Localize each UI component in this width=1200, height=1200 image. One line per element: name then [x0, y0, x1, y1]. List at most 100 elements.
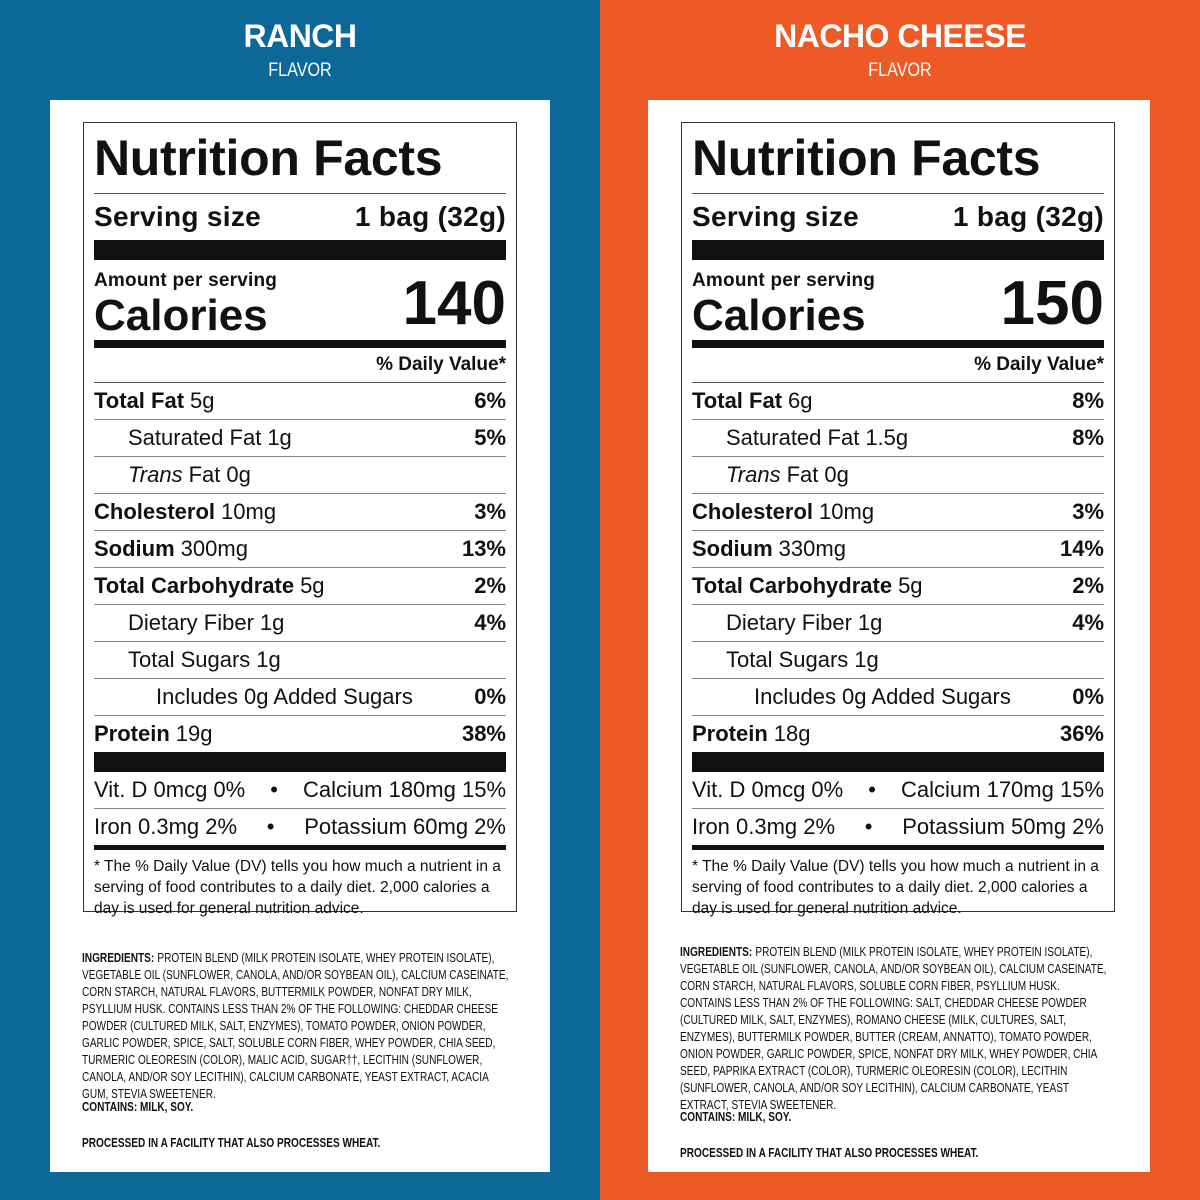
nutrient-row: Includes 0g Added Sugars 0% [94, 679, 506, 716]
nutrient-name: Total Fat [94, 388, 185, 413]
flavor-subtitle: FLAVOR [868, 60, 932, 81]
nutrient-row: Trans Fat 0g [94, 457, 506, 494]
serving-value: 1 bag (32g) [952, 201, 1104, 232]
amount-per-serving: Amount per serving [692, 270, 876, 291]
nutrient-name: Fat [786, 462, 819, 487]
nutrient-amount: 300mg [180, 536, 248, 561]
vitamin: Potassium 60mg 2% [304, 814, 506, 839]
nutrient-name-amount: Includes 0g Added Sugars [156, 679, 413, 715]
nutrient-dv: 8% [1072, 425, 1104, 450]
nutrient-row: Protein 19g 38% [94, 716, 506, 752]
nutrient-name: Dietary Fiber [128, 610, 254, 635]
ingredients-label: INGREDIENTS: [82, 951, 155, 965]
nutrient-name: Sodium [692, 536, 773, 561]
nutrient-amount: 5g [898, 573, 923, 598]
nutrient-row: Includes 0g Added Sugars 0% [692, 679, 1104, 716]
separator: • [868, 777, 876, 802]
nutrient-amount: 18g [773, 721, 811, 746]
nutrient-row: Sodium 300mg 13% [94, 531, 506, 568]
nutrient-name: Total Fat [692, 388, 783, 413]
flavor-name: RANCH [243, 18, 357, 54]
nutrient-name: Protein [94, 721, 170, 746]
nutrition-label: Nutrition Facts Serving size 1 bag (32g) Am… [83, 122, 517, 917]
calories-value: 140 [402, 269, 506, 338]
serving-value: 1 bag (32g) [354, 201, 506, 232]
serving-label: Serving size [94, 201, 262, 232]
nutrient-dv: 2% [1072, 573, 1104, 598]
serving-size: Serving size 1 bag (32g) [94, 194, 506, 240]
flavor-panel: NACHO CHEESE FLAVOR Nutrition Facts Serving… [600, 0, 1200, 1200]
medium-rule [692, 340, 1104, 348]
nutrient-name: Includes 0g Added Sugars [754, 684, 1011, 709]
nutrient-row: Dietary Fiber 1g 4% [94, 605, 506, 642]
nutrient-row: Saturated Fat 1.5g 8% [692, 420, 1104, 457]
serving-size: Serving size 1 bag (32g) [692, 194, 1104, 240]
nutrient-name-amount: Trans Fat 0g [128, 457, 251, 493]
nutrient-name-amount: Total Sugars 1g [726, 642, 879, 678]
nutrient-name: Protein [692, 721, 768, 746]
nutrient-name-amount: Total Fat 6g [692, 383, 813, 419]
nutrient-name: Dietary Fiber [726, 610, 852, 635]
nutrient-dv: 0% [474, 684, 506, 709]
nutrient-amount: 1g [857, 610, 883, 635]
nutrient-amount: 1.5g [865, 425, 909, 450]
nutrient-amount: 10mg [221, 499, 277, 524]
nutrient-name-amount: Protein 19g [94, 716, 213, 752]
allergens: CONTAINS: MILK, SOY. [680, 1110, 792, 1124]
nutrient-row: Trans Fat 0g [692, 457, 1104, 494]
nutrient-dv: 36% [1059, 721, 1104, 746]
nutrient-name-amount: Dietary Fiber 1g [128, 605, 284, 641]
nutrient-dv: 8% [1072, 388, 1104, 413]
vitamin: Vit. D 0mcg 0% [94, 777, 246, 802]
nutrient-row: Cholesterol 10mg 3% [692, 494, 1104, 531]
thick-rule [94, 240, 506, 260]
vitamin-row: Vit. D 0mcg 0% • Calcium 170mg 15% [692, 772, 1104, 809]
nutrient-amount: 0g [824, 462, 849, 487]
separator: • [864, 814, 873, 839]
nutrient-dv: 3% [474, 499, 506, 524]
nutrient-name: Sodium [94, 536, 175, 561]
nutrient-name-amount: Total Carbohydrate 5g [692, 568, 923, 604]
calories-label: Calories [692, 291, 866, 340]
nutrient-amount: 1g [267, 425, 292, 450]
nutrient-name-amount: Sodium 300mg [94, 531, 248, 567]
nutrient-name: Cholesterol [692, 499, 814, 524]
nutrient-name: Includes 0g Added Sugars [156, 684, 413, 709]
nutrient-name-amount: Total Sugars 1g [128, 642, 281, 678]
flavor-subtitle: FLAVOR [268, 60, 332, 81]
nutrient-dv: 6% [474, 388, 506, 413]
nutrient-name-amount: Dietary Fiber 1g [726, 605, 882, 641]
nutrient-row: Sodium 330mg 14% [692, 531, 1104, 568]
vitamin-row: Iron 0.3mg 2% • Potassium 60mg 2% [94, 809, 506, 845]
nutrient-name: Saturated Fat [726, 425, 860, 450]
ingredients-label: INGREDIENTS: [680, 945, 753, 959]
flavor-name: NACHO CHEESE [774, 18, 1026, 54]
separator: • [270, 777, 278, 802]
allergens: CONTAINS: MILK, SOY. [82, 1100, 194, 1114]
nutrient-dv: 2% [474, 573, 506, 598]
nutrient-row: Total Sugars 1g [94, 642, 506, 679]
nutrient-name: Saturated Fat [128, 425, 262, 450]
nutrient-amount: 0g [226, 462, 251, 487]
nutrient-name: Cholesterol [94, 499, 216, 524]
nutrient-dv: 3% [1072, 499, 1104, 524]
calories-left: Amount per serving Calories [94, 262, 277, 340]
nutrient-name: Total Sugars [128, 647, 251, 672]
nutrient-name: Total Sugars [726, 647, 849, 672]
nutrient-amount: 5g [300, 573, 325, 598]
nutrient-dv: 14% [1059, 536, 1104, 561]
ingredients: INGREDIENTS: PROTEIN BLEND (MILK PROTEIN … [680, 944, 1112, 1114]
vitamin: Iron 0.3mg 2% [692, 814, 836, 839]
thin-rule [692, 845, 1104, 850]
daily-value-header: % Daily Value* [94, 348, 506, 383]
daily-value-header: % Daily Value* [692, 348, 1104, 383]
calories-value: 150 [1000, 269, 1104, 338]
nutrient-name-italic: Trans [726, 462, 781, 487]
nutrient-row: Total Fat 5g 6% [94, 383, 506, 420]
nutrient-row: Total Carbohydrate 5g 2% [692, 568, 1104, 605]
nutrient-amount: 1g [259, 610, 285, 635]
label-title: Nutrition Facts [692, 123, 1104, 194]
facility-statement: PROCESSED IN A FACILITY THAT ALSO PROCES… [680, 1146, 979, 1160]
nutrient-dv: 13% [461, 536, 506, 561]
